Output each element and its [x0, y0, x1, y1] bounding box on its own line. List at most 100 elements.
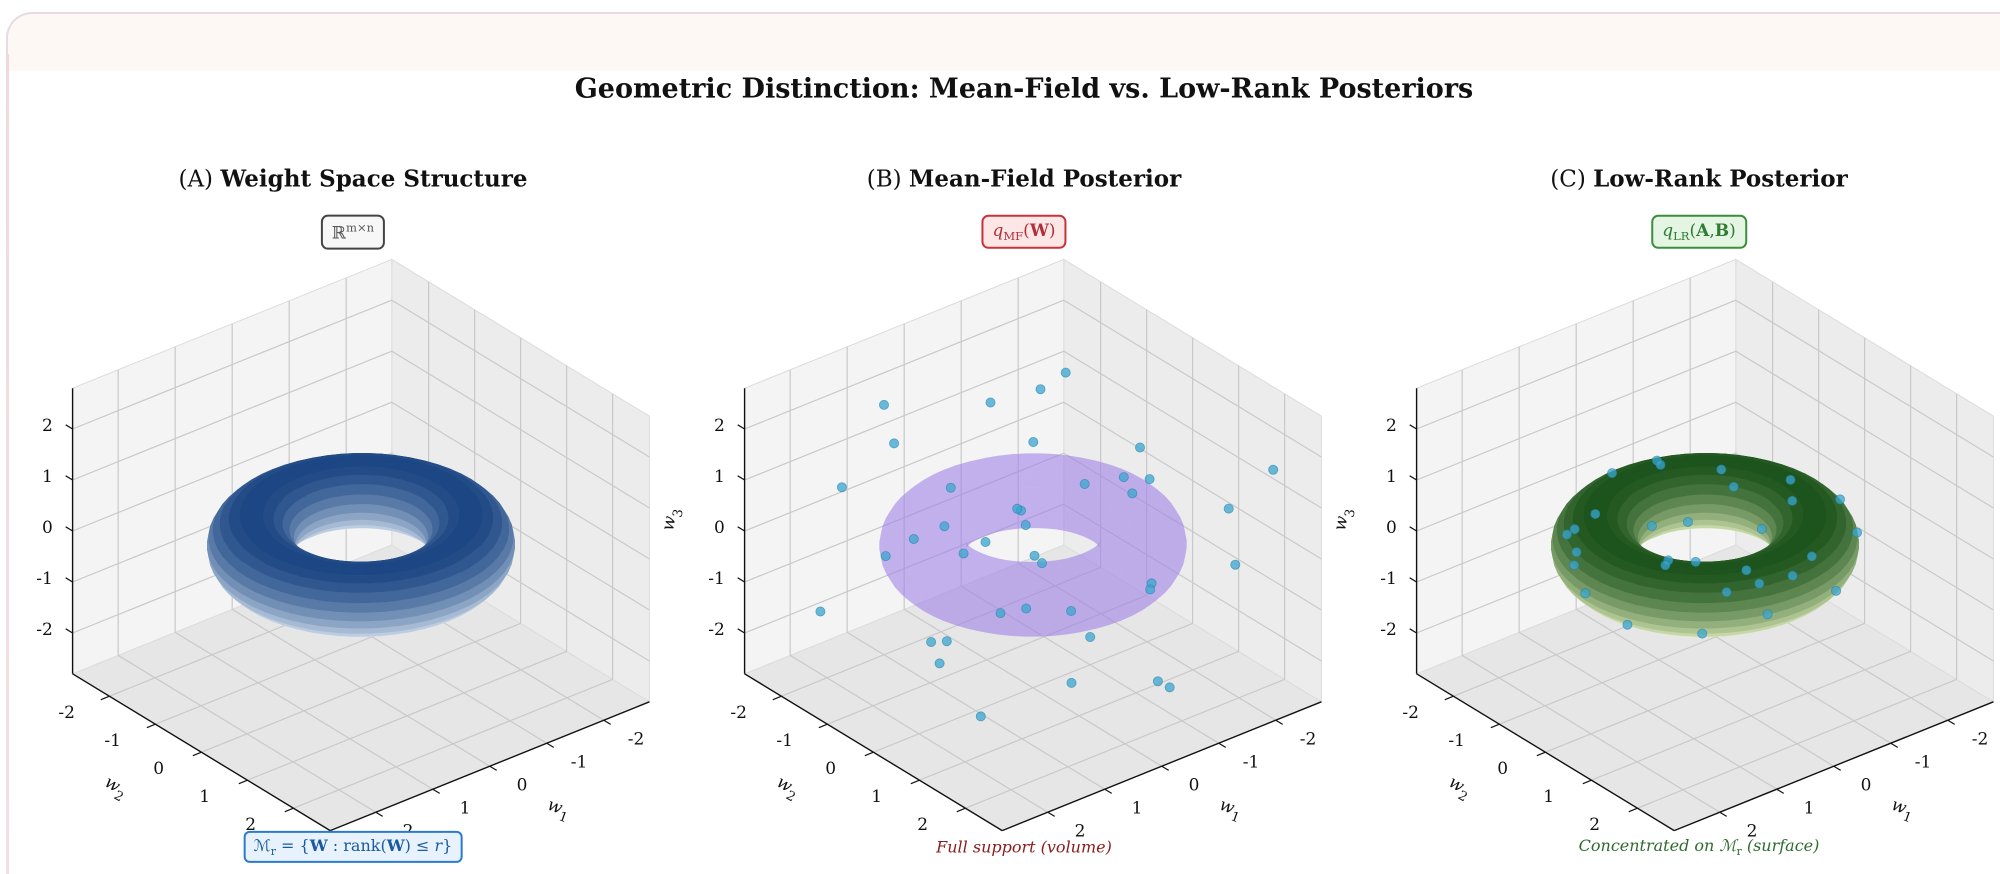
y-tick-label: -2: [730, 703, 747, 723]
scatter-point: [881, 552, 890, 561]
tick-mark: [1048, 812, 1055, 816]
tick-mark: [1410, 425, 1417, 429]
torus-face: [1010, 592, 1026, 603]
tick-mark: [1720, 812, 1727, 816]
torus-face: [459, 511, 470, 517]
torus-face: [1709, 520, 1717, 526]
z-tick-label: 1: [714, 467, 725, 487]
scatter-point: [1572, 548, 1581, 557]
torus-face: [1063, 507, 1070, 517]
scatter-point: [1852, 528, 1861, 537]
torus-face: [1142, 506, 1155, 512]
scatter-point: [879, 400, 888, 409]
y-tick-label: -2: [1402, 703, 1419, 723]
scatter-point: [1722, 588, 1731, 597]
torus-face: [1682, 592, 1698, 603]
tick-mark: [66, 476, 73, 480]
y-axis-label: w2: [1443, 772, 1476, 806]
torus-face: [1022, 494, 1030, 504]
z-tick-label: 1: [1386, 467, 1397, 487]
y-tick-label: 2: [917, 815, 928, 835]
torus-face: [1803, 511, 1814, 517]
torus-face: [1055, 591, 1071, 602]
panel-title-text: Weight Space Structure: [220, 166, 527, 193]
z-tick-label: -1: [36, 569, 53, 589]
y-tick-label: 0: [153, 759, 164, 779]
torus-face: [923, 518, 935, 524]
text-part: 3: [1343, 508, 1359, 519]
torus-face: [1694, 520, 1702, 526]
torus-face: [357, 484, 365, 494]
torus-face: [1025, 633, 1040, 636]
y-tick-label: -1: [1448, 731, 1465, 751]
torus-face: [1029, 475, 1038, 484]
torus-face: [1709, 484, 1718, 494]
torus-face: [1037, 525, 1046, 528]
torus-face: [353, 628, 369, 633]
torus-face: [1130, 517, 1142, 523]
panel-label: (C): [1550, 167, 1586, 193]
text-part: : rank(: [328, 836, 387, 855]
torus-face: [1668, 582, 1684, 593]
text-part: Full support (volume): [936, 838, 1112, 857]
scatter-point: [1145, 475, 1154, 484]
tick-mark: [1583, 780, 1592, 783]
text-part: W: [310, 836, 328, 855]
torus-face: [1030, 512, 1037, 519]
panel: -2-1012-2-1012-2-1012w1w2w3: [36, 259, 687, 841]
annotation: Full support (volume): [936, 838, 1112, 857]
text-part: ): [1729, 221, 1736, 241]
z-tick-label: 2: [714, 416, 725, 436]
torus-face: [1713, 620, 1729, 628]
torus-face: [1683, 583, 1698, 593]
torus-face: [1681, 505, 1688, 515]
scatter-point: [1061, 368, 1070, 377]
scatter-point: [1269, 465, 1278, 474]
torus-face: [1014, 456, 1027, 461]
torus-face: [378, 505, 385, 515]
text-part: LR: [1673, 229, 1689, 243]
text-part: ) ≤: [405, 836, 435, 855]
torus-face: [1715, 504, 1722, 513]
torus-face: [358, 504, 365, 513]
torus-face: [1011, 583, 1026, 593]
text-part: (: [1690, 221, 1697, 241]
torus-face: [1041, 611, 1057, 621]
y-axis-label: w2: [771, 772, 804, 806]
x-tick-label: -2: [628, 729, 645, 749]
text-part: B: [1715, 221, 1729, 241]
torus-face: [357, 525, 365, 528]
text-part: m×n: [346, 221, 374, 235]
torus-face: [357, 520, 365, 525]
scatter-point: [986, 398, 995, 407]
torus-face: [1701, 484, 1709, 494]
panel: -2-1012-2-1012-2-1012w1w2w3: [708, 259, 1359, 841]
scatter-point: [1661, 561, 1670, 570]
text-part: ): [1049, 221, 1056, 241]
z-tick-label: 2: [1386, 416, 1397, 436]
torus-face: [1688, 504, 1695, 513]
panel-label: (B): [867, 167, 902, 193]
torus-face: [994, 591, 1010, 602]
scatter-point: [1153, 677, 1162, 686]
torus-face: [1040, 592, 1056, 603]
torus-face: [1037, 504, 1044, 513]
torus-face: [350, 520, 358, 526]
torus-face: [338, 592, 354, 603]
torus-face: [368, 583, 383, 593]
tick-mark: [376, 812, 383, 816]
torus-face: [1697, 621, 1713, 628]
torus-face: [385, 506, 392, 516]
torus-face: [337, 620, 353, 628]
tick-mark: [1276, 720, 1283, 724]
torus-face: [367, 575, 381, 584]
scatter-point: [1831, 586, 1840, 595]
text-part: A: [1696, 221, 1709, 241]
z-tick-label: -2: [36, 620, 53, 640]
tick-mark: [285, 808, 294, 811]
z-tick-label: -2: [1380, 620, 1397, 640]
scatter-point: [942, 637, 951, 646]
z-tick-label: 0: [714, 518, 725, 538]
tick-mark: [738, 425, 745, 429]
torus-face: [1012, 575, 1026, 584]
